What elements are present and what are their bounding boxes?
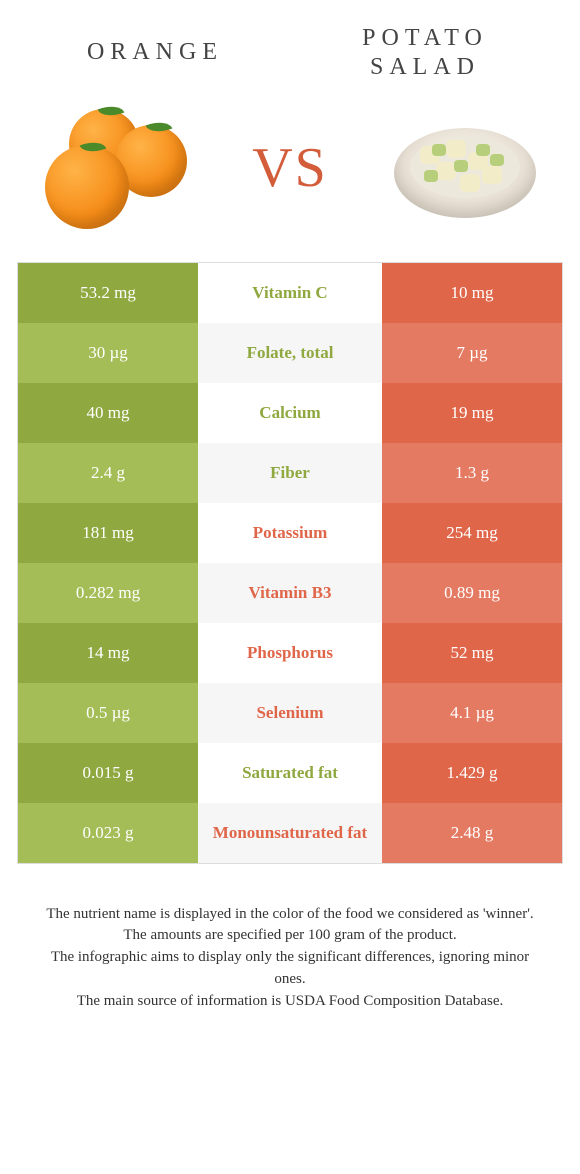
table-row: 53.2 mgVitamin C10 mg (18, 263, 562, 323)
nutrient-name: Vitamin C (198, 263, 382, 323)
bowl-icon (390, 108, 540, 228)
left-value: 0.5 µg (18, 683, 198, 743)
header: ORANGE POTATO SALAD (0, 0, 580, 92)
right-value: 19 mg (382, 383, 562, 443)
right-value: 1.3 g (382, 443, 562, 503)
table-row: 0.282 mgVitamin B30.89 mg (18, 563, 562, 623)
left-value: 14 mg (18, 623, 198, 683)
nutrient-name: Monounsaturated fat (198, 803, 382, 863)
oranges-icon (35, 103, 195, 233)
left-value: 181 mg (18, 503, 198, 563)
left-value: 2.4 g (18, 443, 198, 503)
right-value: 0.89 mg (382, 563, 562, 623)
nutrient-name: Fiber (198, 443, 382, 503)
right-value: 2.48 g (382, 803, 562, 863)
table-row: 0.015 gSaturated fat1.429 g (18, 743, 562, 803)
left-value: 0.282 mg (18, 563, 198, 623)
right-food-image (380, 98, 550, 238)
footer-line: The amounts are specified per 100 gram o… (36, 925, 544, 947)
nutrient-name: Saturated fat (198, 743, 382, 803)
nutrient-name: Vitamin B3 (198, 563, 382, 623)
nutrient-name: Selenium (198, 683, 382, 743)
right-value: 1.429 g (382, 743, 562, 803)
table-row: 0.5 µgSelenium4.1 µg (18, 683, 562, 743)
nutrient-name: Folate, total (198, 323, 382, 383)
right-value: 7 µg (382, 323, 562, 383)
table-row: 30 µgFolate, total7 µg (18, 323, 562, 383)
left-value: 0.015 g (18, 743, 198, 803)
right-value: 4.1 µg (382, 683, 562, 743)
left-food-image (30, 98, 200, 238)
table-row: 181 mgPotassium254 mg (18, 503, 562, 563)
table-row: 0.023 gMonounsaturated fat2.48 g (18, 803, 562, 863)
left-value: 30 µg (18, 323, 198, 383)
left-value: 0.023 g (18, 803, 198, 863)
nutrient-name: Potassium (198, 503, 382, 563)
right-value: 254 mg (382, 503, 562, 563)
left-food-title: ORANGE (20, 38, 290, 67)
nutrient-name: Phosphorus (198, 623, 382, 683)
vs-label: VS (252, 136, 328, 200)
table-row: 14 mgPhosphorus52 mg (18, 623, 562, 683)
footer-line: The main source of information is USDA F… (36, 991, 544, 1013)
footer-notes: The nutrient name is displayed in the co… (0, 904, 580, 1013)
table-row: 40 mgCalcium19 mg (18, 383, 562, 443)
right-value: 10 mg (382, 263, 562, 323)
left-value: 53.2 mg (18, 263, 198, 323)
table-row: 2.4 gFiber1.3 g (18, 443, 562, 503)
left-value: 40 mg (18, 383, 198, 443)
footer-line: The infographic aims to display only the… (36, 947, 544, 991)
right-food-title: POTATO SALAD (290, 24, 560, 82)
nutrient-name: Calcium (198, 383, 382, 443)
footer-line: The nutrient name is displayed in the co… (36, 904, 544, 926)
vs-row: VS (0, 92, 580, 262)
nutrient-table: 53.2 mgVitamin C10 mg30 µgFolate, total7… (17, 262, 563, 864)
right-value: 52 mg (382, 623, 562, 683)
